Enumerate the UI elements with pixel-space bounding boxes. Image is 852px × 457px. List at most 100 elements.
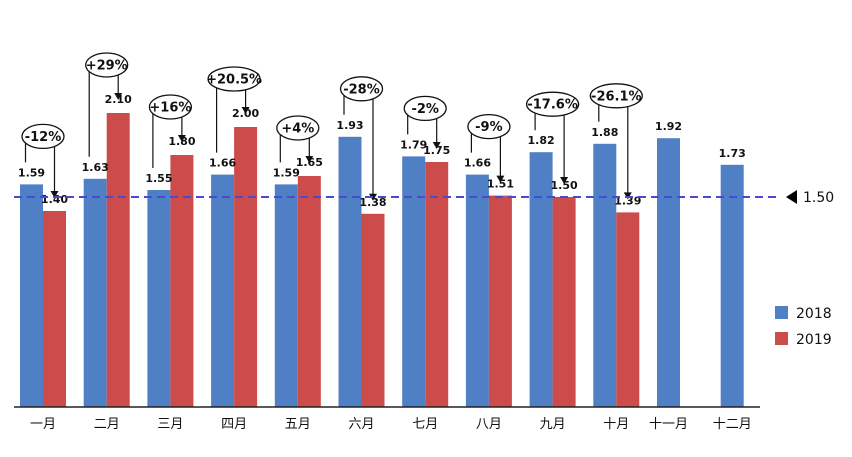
bar-2019-6 (361, 213, 385, 407)
change-badge-text: +4% (281, 122, 314, 137)
bar-2018-11 (657, 138, 680, 407)
change-badge-text: -28% (343, 82, 380, 97)
reference-line-group: 1.50 (14, 190, 834, 206)
data-label-2018-8: 1.66 (464, 157, 491, 170)
arrow-down-icon (114, 93, 123, 100)
change-callout-3: +16% (148, 94, 193, 168)
x-tick-label: 五月 (285, 417, 311, 432)
data-label-2018-4: 1.66 (209, 157, 236, 170)
data-label-2019-10: 1.39 (614, 194, 641, 207)
change-badge-text: -26.1% (591, 89, 642, 104)
reference-marker-icon (786, 190, 797, 204)
bar-2019-7 (425, 162, 449, 407)
data-label-2018-2: 1.63 (82, 161, 109, 174)
bar-2019-1 (43, 211, 66, 407)
x-tick-label: 三月 (157, 417, 183, 432)
change-callout-8: -9% (467, 113, 511, 183)
data-label-2018-12: 1.73 (719, 147, 746, 160)
callout-arrow-line (563, 103, 579, 181)
x-tick-label: 十一月 (649, 417, 688, 432)
bar-2019-10 (616, 212, 640, 407)
bar-2018-8 (465, 174, 489, 407)
x-tick-labels: 一月 二月 三月 四月 五月 六月 七月 八月 九月 十月 十一月 十二月 (30, 417, 752, 432)
change-badge-text: -12% (25, 130, 62, 145)
bar-2018-10 (593, 143, 617, 408)
change-callout-5: +4% (276, 115, 320, 163)
bar-2019-5 (297, 176, 321, 407)
data-label-2019-9: 1.50 (551, 179, 578, 192)
callout-connector (208, 78, 218, 153)
arrow-down-icon (623, 192, 632, 200)
change-badge-text: -17.6% (527, 98, 578, 113)
data-label-2018-6: 1.93 (336, 119, 363, 132)
x-tick-label: 六月 (348, 417, 374, 432)
data-label-2018-9: 1.82 (528, 134, 555, 147)
data-label-2018-10: 1.88 (591, 126, 618, 139)
data-label-2018-1: 1.59 (18, 166, 45, 179)
bar-2018-2 (83, 178, 107, 407)
legend-label-2019: 2019 (796, 332, 832, 348)
arrow-down-icon (305, 156, 314, 163)
change-callout-7: -2% (403, 95, 447, 149)
change-badge-text: -2% (411, 102, 438, 117)
bar-2019-4 (234, 127, 258, 407)
change-badge-text: -9% (475, 120, 502, 135)
arrow-down-icon (432, 142, 441, 149)
change-badge (339, 76, 384, 102)
bar-2019-2 (106, 113, 130, 407)
bar-2018-7 (402, 156, 426, 407)
bar-2018-9 (529, 152, 553, 407)
change-badge (276, 115, 320, 141)
change-callout-1: -12% (21, 123, 65, 198)
bar-2019-3 (170, 155, 194, 407)
callout-arrow-line (627, 95, 643, 197)
change-badge (21, 123, 65, 150)
bar-2018-4 (211, 174, 235, 407)
bar-2018-5 (274, 184, 298, 407)
data-label-2019-7: 1.75 (423, 144, 450, 157)
bar-2018-12 (720, 164, 744, 407)
bar-2019-8 (488, 195, 512, 407)
change-badge (403, 95, 447, 122)
x-tick-label: 一月 (30, 417, 56, 432)
legend: 2018 2019 (775, 306, 832, 348)
x-tick-label: 二月 (94, 417, 120, 432)
change-badge-text: +16% (149, 101, 191, 116)
x-tick-label: 八月 (476, 417, 502, 432)
data-label-2018-3: 1.55 (145, 172, 172, 185)
callout-connector (85, 64, 90, 157)
change-callout-4: +20.5% (206, 66, 262, 153)
change-badge (207, 66, 261, 92)
x-tick-label: 十二月 (713, 417, 752, 432)
change-badge-text: +29% (86, 59, 128, 74)
change-callout-2: +29% (85, 52, 129, 157)
change-badge (467, 113, 511, 140)
data-label-2018-7: 1.79 (400, 138, 427, 151)
callout-arrow-line (372, 88, 383, 198)
x-tick-label: 十月 (603, 417, 629, 432)
reference-label: 1.50 (803, 190, 834, 206)
change-badge (525, 91, 580, 117)
change-callout-10: -26.1% (589, 83, 643, 200)
change-callout-6: -28% (339, 76, 384, 201)
data-label-2019-6: 1.38 (359, 196, 386, 209)
change-badge-text: +20.5% (206, 73, 262, 88)
arrow-down-icon (177, 135, 186, 142)
bar-2019-9 (552, 197, 576, 407)
change-badge (148, 94, 193, 120)
x-tick-label: 七月 (412, 417, 438, 432)
change-badge (85, 52, 129, 78)
arrow-down-icon (50, 191, 59, 198)
bars-layer (20, 113, 744, 408)
callout-connector (149, 106, 154, 168)
data-label-2019-8: 1.51 (487, 178, 514, 191)
bar-2018-1 (20, 184, 43, 407)
change-callout-9: -17.6% (525, 91, 580, 184)
bar-2018-6 (338, 136, 362, 408)
data-label-2018-11: 1.92 (655, 120, 682, 133)
arrow-down-icon (241, 107, 250, 114)
x-tick-label: 四月 (221, 417, 247, 432)
x-tick-label: 九月 (540, 417, 566, 432)
arrow-down-icon (560, 177, 569, 184)
